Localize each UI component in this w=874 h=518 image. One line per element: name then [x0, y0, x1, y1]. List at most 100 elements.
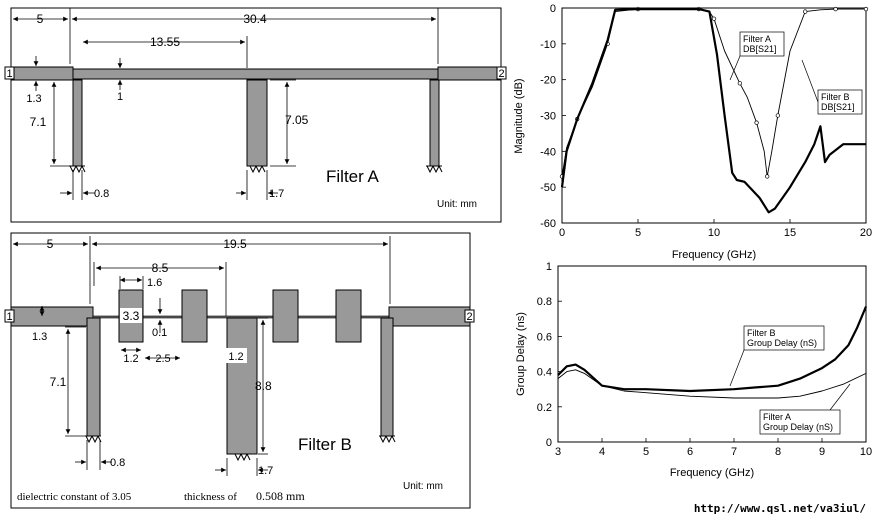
series-line	[557, 306, 868, 393]
dim-label-bg	[225, 348, 247, 363]
y-tick-label: 0.2	[537, 402, 552, 414]
x-tick-label: 10	[708, 227, 720, 239]
dim-label: 3.3	[123, 309, 140, 323]
dim-label: 0.1	[152, 327, 167, 339]
legend-line: Filter B	[821, 92, 850, 102]
legend-line: Group Delay (nS)	[747, 338, 817, 348]
dim-label: 1.2	[228, 351, 243, 363]
filter-b-title: Filter B	[298, 435, 352, 454]
series-point	[754, 120, 759, 125]
filter-b-stub-2	[226, 317, 258, 455]
dim-label: 1.6	[147, 277, 162, 289]
dim-label: 19.5	[223, 237, 247, 251]
dim-label: 1	[117, 91, 123, 103]
x-tick-label: 4	[599, 446, 605, 458]
filter-a-port-2: 2	[498, 68, 504, 80]
x-tick-label: 0	[559, 227, 565, 239]
ground-icon	[248, 165, 266, 173]
filter-b-feed-right	[388, 306, 471, 327]
group-delay-plot-area	[557, 265, 867, 443]
filter-b-stub-1	[86, 317, 101, 437]
group-delay-x-label: Frequency (GHz)	[670, 467, 754, 479]
filter-a-layout: 1 2	[4, 7, 507, 223]
dim-label: 1.7	[269, 188, 284, 200]
x-tick-label: 5	[635, 227, 641, 239]
dim-label: 8.8	[255, 379, 272, 393]
magnitude-x-label: Frequency (GHz)	[672, 249, 756, 261]
legend-box	[739, 31, 785, 57]
legend-line: DB[S21]	[743, 44, 777, 54]
filter-a-port-2-box	[496, 66, 507, 80]
y-tick-label: -10	[540, 39, 556, 51]
magnitude-chart: 0 5 10 15 20 0 -10 -20 -30 -40 -50 -60 Frequency (G…	[513, 3, 872, 261]
dim-label: 1.3	[26, 93, 41, 105]
filter-b-frame	[10, 232, 471, 509]
legend-line: Filter A	[763, 412, 791, 422]
dim-label: 5	[47, 237, 54, 251]
series-point	[765, 174, 770, 179]
dim-label: 7.05	[285, 113, 309, 127]
filter-a-unit: Unit: mm	[437, 199, 477, 210]
magnitude-y-label: Magnitude (dB)	[513, 78, 525, 153]
x-tick-label: 10	[860, 446, 872, 458]
filter-b-port-1: 1	[6, 311, 12, 323]
legend-leader	[729, 349, 745, 387]
y-tick-label: 0.8	[537, 296, 552, 308]
filter-a-title: Filter A	[326, 167, 380, 186]
filter-b-port-1-box	[4, 309, 15, 323]
series-point	[803, 9, 808, 14]
y-tick-label: -50	[540, 182, 556, 194]
legend-line: Filter B	[747, 328, 776, 338]
legend-leader	[729, 55, 741, 81]
y-tick-label: 0.6	[537, 331, 552, 343]
series-point	[863, 6, 869, 12]
filter-a-frame	[10, 7, 502, 223]
legend-line: DB[S21]	[821, 102, 855, 112]
legend-box	[817, 89, 863, 115]
series-line	[560, 8, 866, 214]
legend-box	[743, 325, 825, 351]
x-tick-label: 3	[555, 446, 561, 458]
dielectric-note: dielectric constant of 3.05	[17, 491, 132, 503]
y-tick-label: -30	[540, 111, 556, 123]
x-tick-label: 5	[643, 446, 649, 458]
x-tick-label: 20	[860, 227, 872, 239]
filter-b-feed-left	[10, 306, 94, 327]
filter-a-feed-left	[10, 66, 74, 81]
legend-leader	[829, 383, 851, 411]
legend-line: Filter A	[743, 34, 771, 44]
dim-label: 1.7	[258, 465, 273, 477]
filter-a-stub-3	[429, 79, 440, 167]
filter-a-line	[72, 68, 439, 80]
dim-label: 0.8	[94, 188, 109, 200]
y-tick-label: 0	[550, 3, 556, 15]
legend-leader	[801, 59, 819, 103]
series-point	[775, 113, 780, 118]
dim-label: 2.5	[155, 353, 170, 365]
filter-b-layout: 1 2	[4, 232, 475, 509]
filter-b-unit: Unit: mm	[403, 481, 443, 492]
x-tick-label: 6	[687, 446, 693, 458]
dim-label: 1.3	[32, 331, 47, 343]
y-tick-label: 0	[546, 437, 552, 449]
dim-label: 7.1	[30, 115, 47, 129]
ground-icon	[425, 165, 443, 173]
dim-label-bg	[120, 308, 142, 323]
thickness-note: thickness of	[184, 491, 237, 503]
filter-b-pad	[181, 289, 208, 343]
dim-label: 1.2	[123, 353, 138, 365]
filter-a-feed-right	[437, 66, 502, 81]
y-tick-label: 1	[546, 261, 552, 273]
legend-line: Group Delay (nS)	[763, 422, 833, 432]
dim-label: 30.4	[243, 12, 267, 26]
y-tick-label: -40	[540, 146, 556, 158]
ground-icon	[378, 435, 396, 443]
filter-b-pad	[272, 289, 299, 343]
y-tick-label: 0.4	[537, 367, 552, 379]
legend-box	[759, 409, 841, 435]
dim-label: 8.5	[152, 261, 169, 275]
filter-a-stub-1	[72, 79, 83, 167]
ground-icon	[233, 453, 251, 461]
